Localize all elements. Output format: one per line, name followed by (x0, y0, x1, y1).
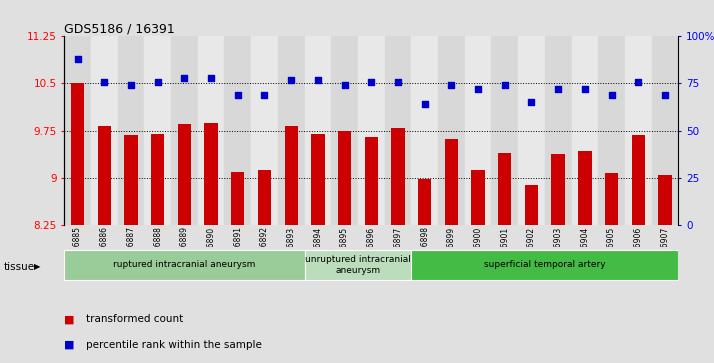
Bar (118, 36, 144, 225)
Point (312, 77, 323, 83)
Bar (305, 250, 411, 280)
Bar (198, 36, 224, 225)
Point (392, 79, 403, 85)
Point (659, 92, 670, 98)
Bar (525, 185, 538, 225)
Point (526, 99, 537, 105)
Bar (231, 172, 244, 225)
Point (152, 79, 164, 85)
Text: ruptured intracranial aneurysm: ruptured intracranial aneurysm (114, 261, 256, 269)
Bar (438, 36, 465, 225)
Bar (144, 36, 171, 225)
Text: ■: ■ (64, 340, 75, 350)
Point (633, 79, 644, 85)
Point (366, 79, 377, 85)
Bar (652, 36, 678, 225)
Point (258, 92, 270, 98)
Bar (331, 36, 358, 225)
Bar (338, 131, 351, 225)
Bar (305, 36, 331, 225)
Bar (284, 126, 298, 225)
Bar (498, 153, 511, 225)
Text: superficial temporal artery: superficial temporal artery (484, 261, 605, 269)
Point (579, 86, 590, 92)
Bar (465, 36, 491, 225)
Bar (178, 125, 191, 225)
Bar (471, 170, 485, 225)
Bar (598, 36, 625, 225)
Point (125, 82, 136, 88)
Text: tissue: tissue (4, 262, 35, 272)
Bar (124, 135, 138, 225)
Bar (358, 36, 385, 225)
Bar (98, 126, 111, 225)
Point (99, 79, 110, 85)
Bar (278, 36, 305, 225)
Bar (545, 36, 571, 225)
Point (339, 82, 351, 88)
Point (606, 92, 618, 98)
Point (232, 92, 243, 98)
Point (72, 56, 84, 62)
Point (553, 86, 564, 92)
Point (499, 82, 511, 88)
Bar (151, 134, 164, 225)
Bar (551, 154, 565, 225)
Bar (632, 135, 645, 225)
Bar (391, 127, 405, 225)
Bar (311, 134, 325, 225)
Bar (365, 137, 378, 225)
Bar (445, 139, 458, 225)
Point (473, 86, 484, 92)
Bar (418, 179, 431, 225)
Bar (411, 36, 438, 225)
Bar (411, 250, 678, 280)
Point (446, 82, 457, 88)
Bar (571, 36, 598, 225)
Point (419, 101, 431, 107)
Bar (204, 122, 218, 225)
Bar (64, 250, 305, 280)
Bar (658, 175, 672, 225)
Point (286, 77, 297, 83)
Text: GDS5186 / 16391: GDS5186 / 16391 (64, 22, 175, 35)
Bar (491, 36, 518, 225)
Bar (385, 36, 411, 225)
Bar (91, 36, 118, 225)
Bar (224, 36, 251, 225)
Bar (625, 36, 652, 225)
Text: ▶: ▶ (34, 262, 41, 271)
Bar (171, 36, 198, 225)
Bar (251, 36, 278, 225)
Text: transformed count: transformed count (86, 314, 183, 325)
Point (206, 75, 217, 81)
Text: percentile rank within the sample: percentile rank within the sample (86, 340, 261, 350)
Bar (64, 36, 91, 225)
Point (178, 75, 190, 81)
Bar (578, 151, 591, 225)
Bar (258, 170, 271, 225)
Text: ■: ■ (64, 314, 75, 325)
Bar (71, 83, 84, 225)
Bar (605, 173, 618, 225)
Text: unruptured intracranial
aneurysm: unruptured intracranial aneurysm (305, 255, 411, 275)
Bar (518, 36, 545, 225)
